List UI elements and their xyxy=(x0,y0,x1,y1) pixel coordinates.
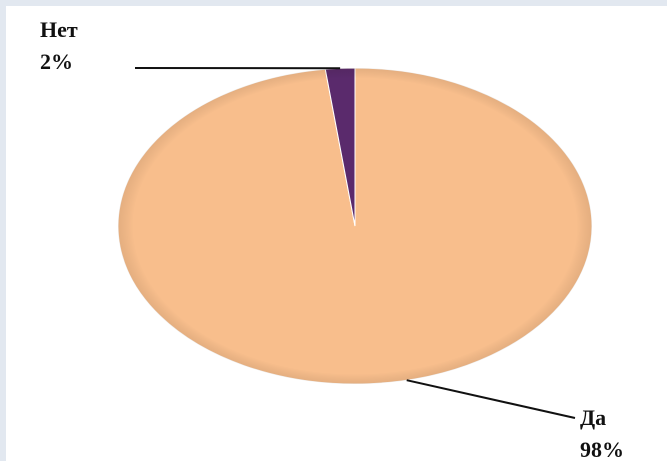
value-label: 2% xyxy=(40,49,73,74)
leader-line xyxy=(406,379,576,419)
category-label: Нет xyxy=(40,17,78,42)
category-label: Да xyxy=(580,405,606,430)
value-label: 98% xyxy=(580,437,624,461)
